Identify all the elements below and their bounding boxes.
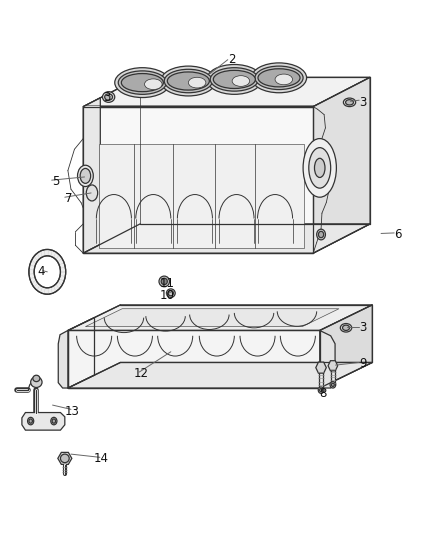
Ellipse shape <box>31 377 42 387</box>
Ellipse shape <box>317 229 325 240</box>
Polygon shape <box>320 305 372 388</box>
Text: 2: 2 <box>228 53 235 66</box>
Ellipse shape <box>275 74 293 85</box>
Ellipse shape <box>159 276 170 287</box>
Polygon shape <box>68 330 320 388</box>
Polygon shape <box>68 362 372 388</box>
Ellipse shape <box>340 324 352 332</box>
Text: 11: 11 <box>160 277 175 290</box>
Text: 3: 3 <box>103 91 110 103</box>
Ellipse shape <box>166 289 175 297</box>
Ellipse shape <box>303 139 336 197</box>
Ellipse shape <box>121 74 163 92</box>
Ellipse shape <box>34 256 60 288</box>
Text: 10: 10 <box>160 289 175 302</box>
Ellipse shape <box>258 69 300 87</box>
Text: 5: 5 <box>52 175 59 188</box>
Text: 8: 8 <box>320 387 327 400</box>
Text: 3: 3 <box>359 321 367 334</box>
Text: 7: 7 <box>65 192 72 205</box>
Ellipse shape <box>51 417 57 425</box>
Polygon shape <box>320 330 335 388</box>
Text: 14: 14 <box>94 452 109 465</box>
Ellipse shape <box>115 68 170 98</box>
Ellipse shape <box>161 278 167 285</box>
Polygon shape <box>68 305 372 330</box>
Ellipse shape <box>168 290 173 296</box>
Polygon shape <box>316 362 326 373</box>
Ellipse shape <box>118 71 166 94</box>
Ellipse shape <box>330 382 336 388</box>
Polygon shape <box>328 361 338 371</box>
Ellipse shape <box>29 419 32 423</box>
Text: 3: 3 <box>359 96 367 109</box>
Ellipse shape <box>188 77 206 88</box>
Polygon shape <box>58 453 72 464</box>
Text: 13: 13 <box>65 405 80 418</box>
Ellipse shape <box>164 69 212 93</box>
Ellipse shape <box>210 68 258 91</box>
Ellipse shape <box>318 231 324 238</box>
Ellipse shape <box>167 72 209 90</box>
Text: 9: 9 <box>359 357 367 370</box>
Polygon shape <box>58 330 68 388</box>
Polygon shape <box>83 98 100 253</box>
Polygon shape <box>331 366 335 385</box>
Ellipse shape <box>332 383 334 386</box>
Ellipse shape <box>52 419 56 423</box>
Ellipse shape <box>255 66 303 90</box>
Text: 6: 6 <box>394 228 402 241</box>
Ellipse shape <box>213 70 255 88</box>
Ellipse shape <box>86 185 98 201</box>
Ellipse shape <box>145 79 162 90</box>
Ellipse shape <box>28 417 34 425</box>
Ellipse shape <box>80 168 91 183</box>
Polygon shape <box>83 77 370 107</box>
Ellipse shape <box>346 100 353 105</box>
Ellipse shape <box>33 375 40 382</box>
Ellipse shape <box>318 387 324 393</box>
Text: 12: 12 <box>134 367 148 379</box>
Ellipse shape <box>343 325 350 330</box>
Ellipse shape <box>309 148 331 188</box>
Polygon shape <box>83 107 313 253</box>
Polygon shape <box>85 309 339 327</box>
Polygon shape <box>22 413 65 430</box>
Ellipse shape <box>78 165 93 187</box>
Ellipse shape <box>314 158 325 177</box>
Ellipse shape <box>207 64 262 94</box>
Ellipse shape <box>161 66 216 96</box>
Ellipse shape <box>232 76 250 86</box>
Ellipse shape <box>105 94 113 100</box>
Polygon shape <box>99 144 304 248</box>
Text: 4: 4 <box>37 265 45 278</box>
Ellipse shape <box>251 63 307 93</box>
Ellipse shape <box>29 249 66 294</box>
Polygon shape <box>319 368 323 390</box>
Ellipse shape <box>320 389 322 392</box>
Ellipse shape <box>343 98 356 107</box>
Ellipse shape <box>102 92 115 102</box>
Polygon shape <box>313 77 370 253</box>
Polygon shape <box>83 224 370 253</box>
Ellipse shape <box>60 454 69 463</box>
